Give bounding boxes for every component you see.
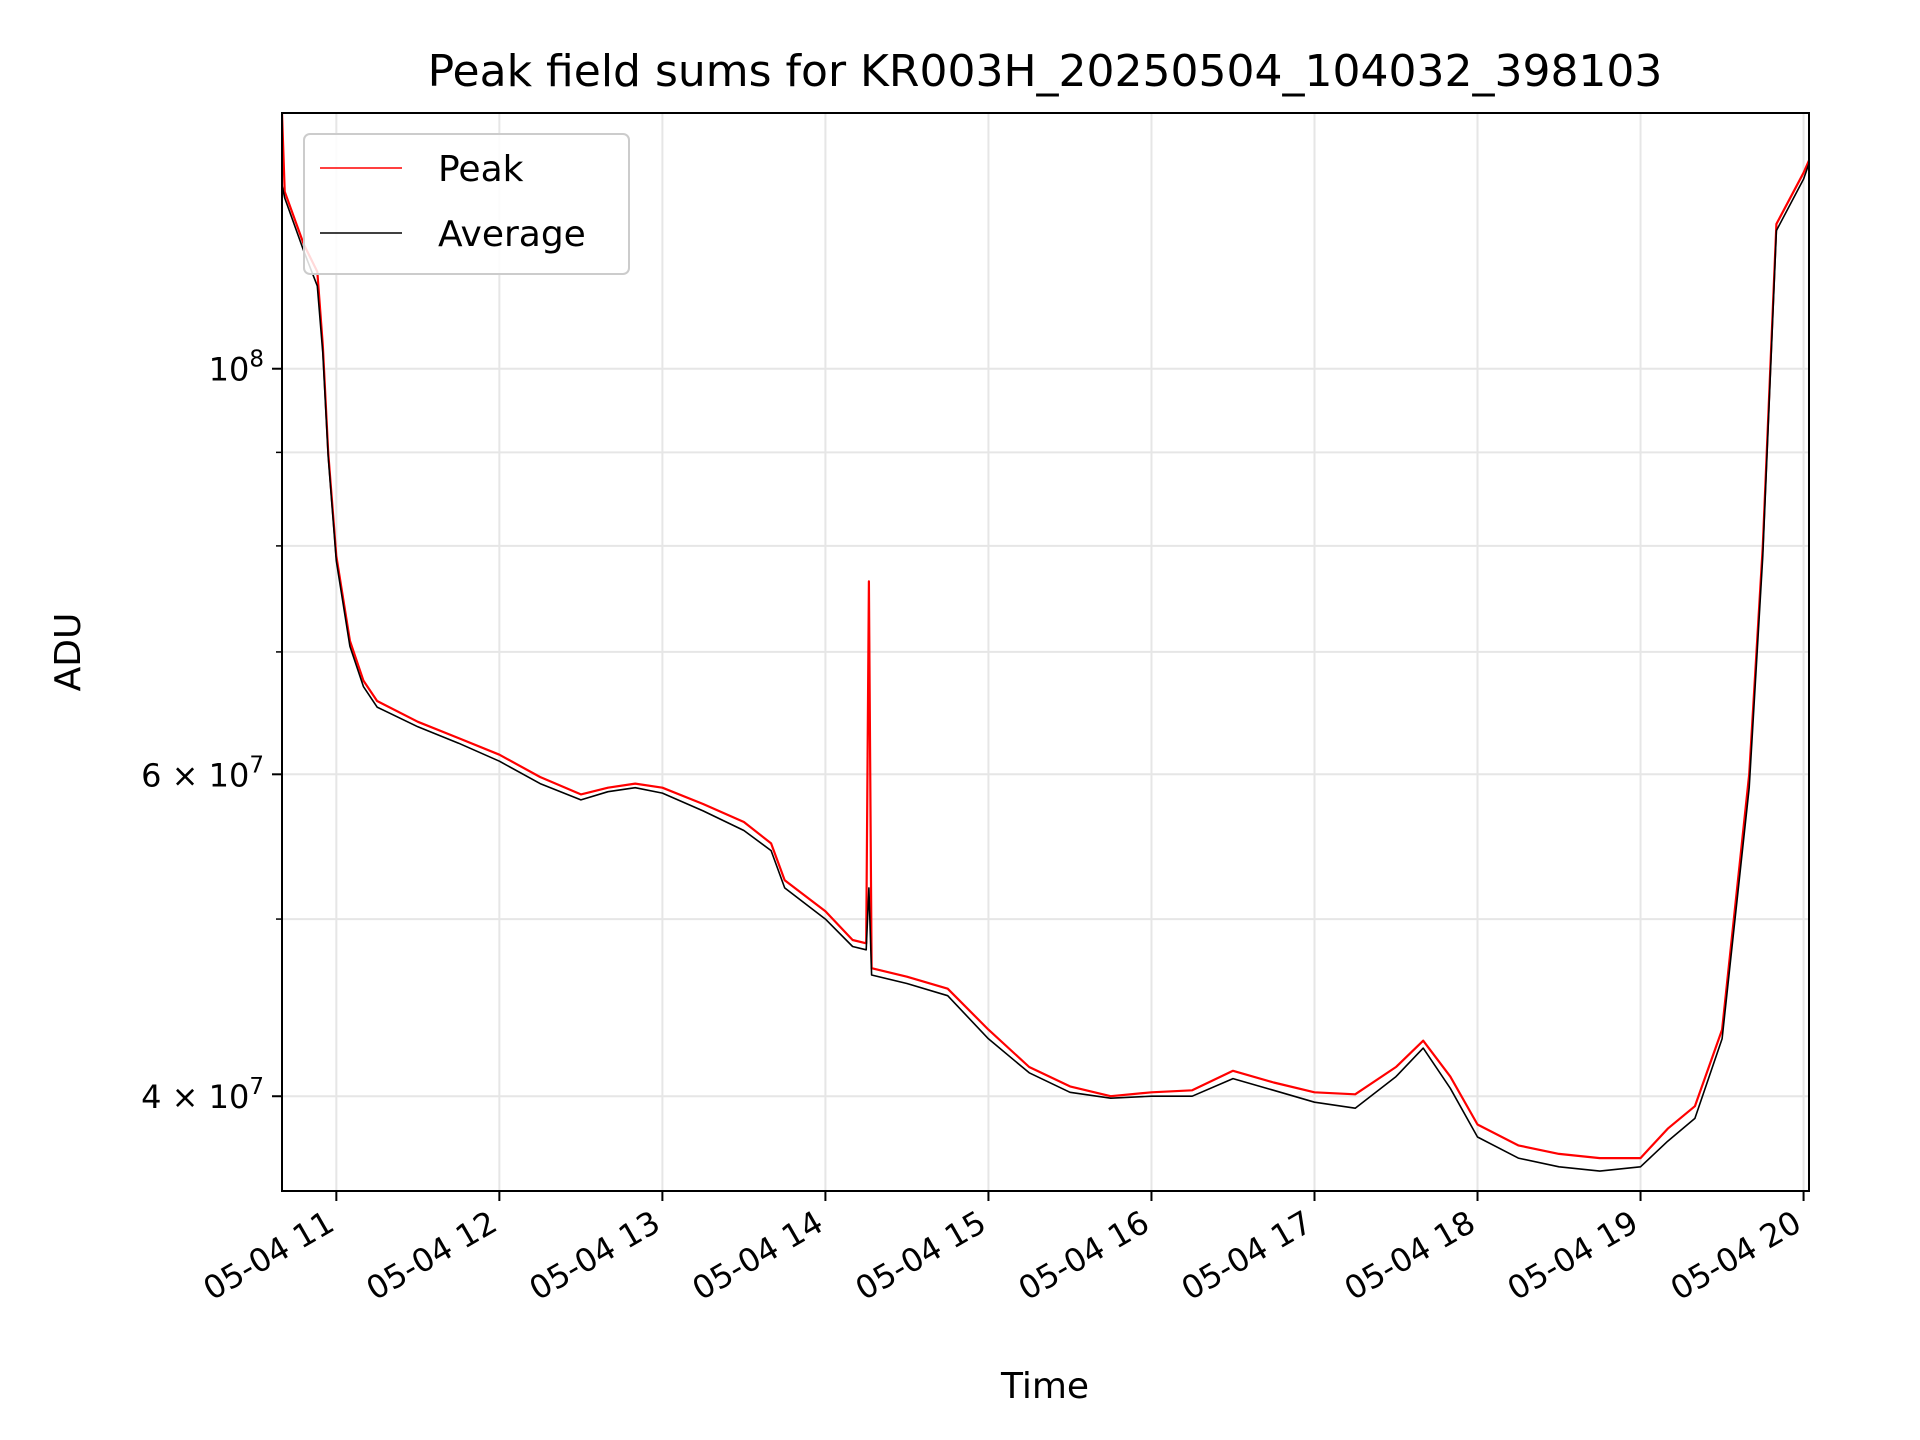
series-line-peak bbox=[282, 113, 1809, 1160]
series-lines bbox=[282, 113, 1809, 1172]
legend: Peak Average bbox=[303, 133, 630, 275]
y-tick-label: 108 bbox=[209, 347, 264, 389]
chart-title: Peak field sums for KR003H_20250504_1040… bbox=[428, 46, 1663, 97]
legend-label-average: Average bbox=[438, 214, 586, 255]
grid bbox=[282, 113, 1809, 1191]
series-line-average bbox=[282, 163, 1809, 1172]
legend-label-peak: Peak bbox=[438, 149, 524, 190]
y-axis-ticks: 4 × 107 6 × 107 108 bbox=[141, 347, 282, 1116]
y-axis-label: ADU bbox=[48, 613, 89, 692]
y-tick-label: 6 × 107 bbox=[141, 752, 264, 794]
x-axis-label: Time bbox=[1000, 1366, 1089, 1407]
legend-box bbox=[303, 133, 630, 275]
y-tick-label: 4 × 107 bbox=[141, 1074, 264, 1116]
